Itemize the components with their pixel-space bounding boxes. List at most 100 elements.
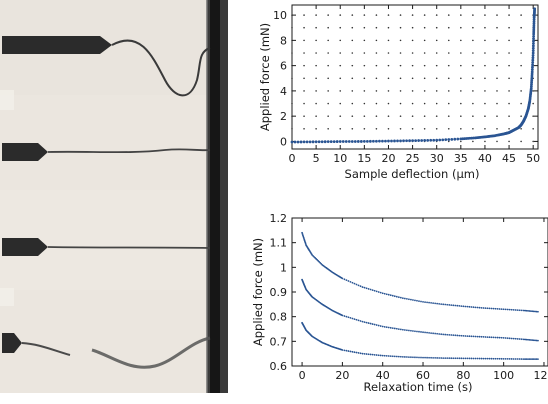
- data-point: [460, 334, 463, 337]
- data-point: [391, 294, 394, 297]
- x-tick-label: 10: [333, 152, 347, 165]
- grid-dot: [291, 102, 293, 105]
- data-point: [448, 357, 451, 360]
- y-tick-labels: 0.6 0.7 0.8 0.9 1 1.1 1.2: [270, 212, 288, 373]
- data-point: [403, 329, 406, 331]
- grid-dot: [460, 90, 462, 92]
- data-point: [383, 354, 386, 357]
- data-point: [341, 349, 344, 351]
- data-point: [442, 303, 445, 306]
- data-point: [347, 316, 350, 319]
- data-point: [535, 339, 538, 342]
- data-point: [416, 356, 418, 359]
- grid-dot: [447, 52, 450, 54]
- data-point: [359, 285, 362, 288]
- y-tick-label: 10: [273, 9, 287, 22]
- data-point: [347, 280, 350, 282]
- data-point: [343, 349, 346, 352]
- grid-dot: [375, 52, 378, 54]
- grid-dot: [460, 26, 462, 29]
- data-point: [532, 42, 535, 45]
- x-tick-label: 45: [502, 152, 516, 165]
- data-point: [389, 326, 392, 329]
- data-point: [381, 292, 384, 295]
- data-point: [531, 58, 535, 62]
- data-point: [372, 139, 375, 143]
- data-point: [490, 307, 493, 310]
- data-point: [522, 309, 525, 312]
- data-point: [414, 356, 416, 359]
- data-point: [454, 334, 457, 337]
- grid-dot: [447, 39, 450, 42]
- data-point: [365, 353, 368, 355]
- data-point: [401, 297, 404, 300]
- data-point: [532, 20, 536, 24]
- data-point: [508, 308, 511, 311]
- data-point: [470, 335, 473, 338]
- grid-dot: [447, 127, 450, 130]
- grid-dot: [496, 52, 498, 54]
- data-point: [357, 284, 360, 287]
- y-tick-label: 4: [280, 85, 287, 98]
- grid-dot: [363, 102, 366, 105]
- x-tick-labels: 0 20 40 60 80 100 120: [299, 369, 548, 382]
- data-point: [478, 306, 481, 309]
- data-point: [403, 297, 406, 300]
- data-point: [363, 286, 366, 289]
- y-tick-label: 0.8: [270, 311, 288, 324]
- data-point: [373, 353, 376, 356]
- tick-marks: [291, 5, 538, 149]
- grid-dot: [508, 102, 510, 105]
- grid-dot: [351, 52, 354, 54]
- data-point: [424, 331, 426, 334]
- data-point: [531, 310, 534, 313]
- data-point: [528, 358, 531, 360]
- grid-dot: [532, 127, 534, 130]
- data-point: [368, 139, 372, 143]
- data-point: [430, 301, 432, 304]
- data-point: [428, 301, 430, 304]
- grid-dot: [435, 52, 438, 54]
- grid-dot: [460, 102, 462, 105]
- grid-dot: [532, 115, 534, 117]
- data-point: [422, 356, 424, 359]
- grid-dot: [327, 90, 329, 92]
- y-tick-label: 2: [280, 110, 287, 123]
- grid-dot: [423, 127, 426, 130]
- grid-dot: [460, 52, 462, 54]
- grid-dot: [508, 140, 510, 143]
- data-point: [353, 318, 356, 321]
- grid-dot: [375, 127, 378, 130]
- grid-dot: [484, 140, 486, 143]
- data-point: [361, 286, 364, 288]
- data-point: [468, 357, 471, 360]
- data-point: [448, 304, 451, 306]
- data-point: [341, 314, 344, 317]
- grid-dot: [315, 39, 317, 42]
- data-point: [426, 356, 428, 359]
- data-point: [446, 357, 449, 360]
- data-point: [490, 357, 493, 360]
- data-point: [530, 82, 533, 86]
- grid-dot: [423, 102, 426, 105]
- data-point: [408, 139, 411, 143]
- data-point: [363, 321, 366, 323]
- data-point: [381, 325, 384, 328]
- grid-dot: [435, 26, 438, 29]
- data-point: [482, 357, 485, 360]
- data-point: [347, 140, 351, 143]
- y-tick-label: 0.7: [270, 335, 288, 348]
- data-point: [527, 309, 529, 312]
- data-point: [534, 310, 536, 313]
- grid-dot: [460, 140, 462, 143]
- y-tick-label: 1.1: [270, 237, 288, 250]
- data-point: [365, 139, 369, 143]
- data-point: [446, 303, 449, 306]
- grid: [291, 14, 534, 143]
- data-point: [440, 333, 443, 336]
- data-point: [456, 334, 459, 337]
- data-point: [329, 140, 333, 144]
- data-point: [504, 308, 507, 311]
- grid-dot: [399, 115, 402, 117]
